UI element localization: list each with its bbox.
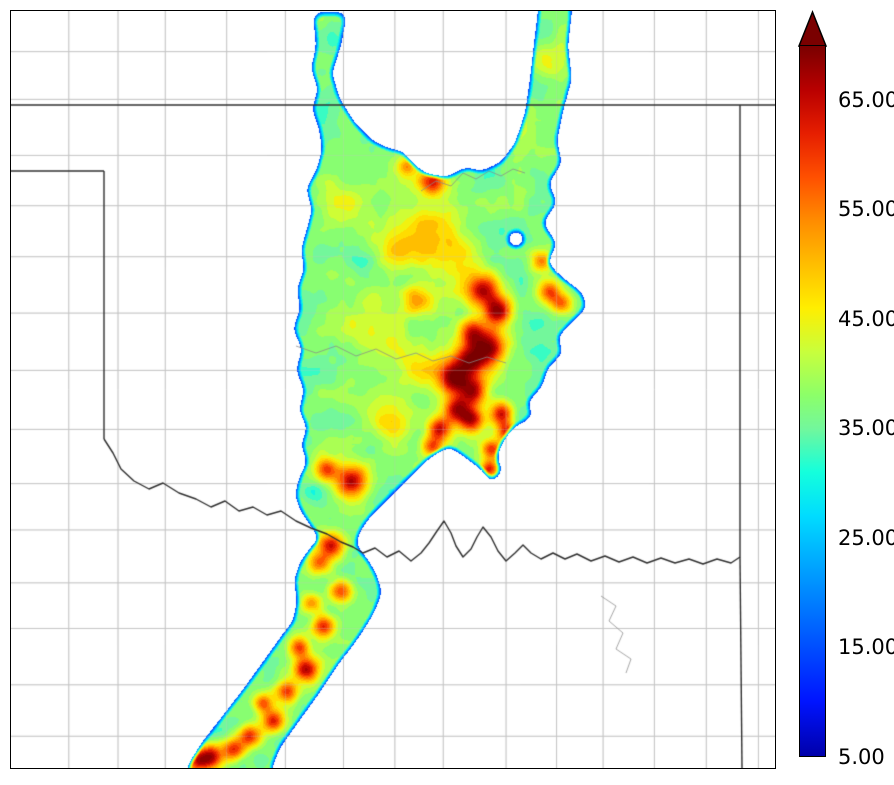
colorbar-tick-label: 5.00 xyxy=(838,745,885,769)
reflectivity-map-canvas xyxy=(11,11,775,768)
colorbar-tick-label: 55.00 xyxy=(838,197,894,222)
colorbar-tick-label: 25.00 xyxy=(838,525,894,550)
colorbar-gradient-bar xyxy=(799,45,826,757)
colorbar-tick-label: 45.00 xyxy=(838,306,894,331)
colorbar-tick-label: 15.00 xyxy=(838,635,894,660)
colorbar-tick-label: 35.00 xyxy=(838,416,894,441)
colorbar-tick-label: 65.00 xyxy=(838,87,894,112)
colorbar-extend-arrow-icon xyxy=(797,9,828,47)
map-panel xyxy=(10,10,776,769)
